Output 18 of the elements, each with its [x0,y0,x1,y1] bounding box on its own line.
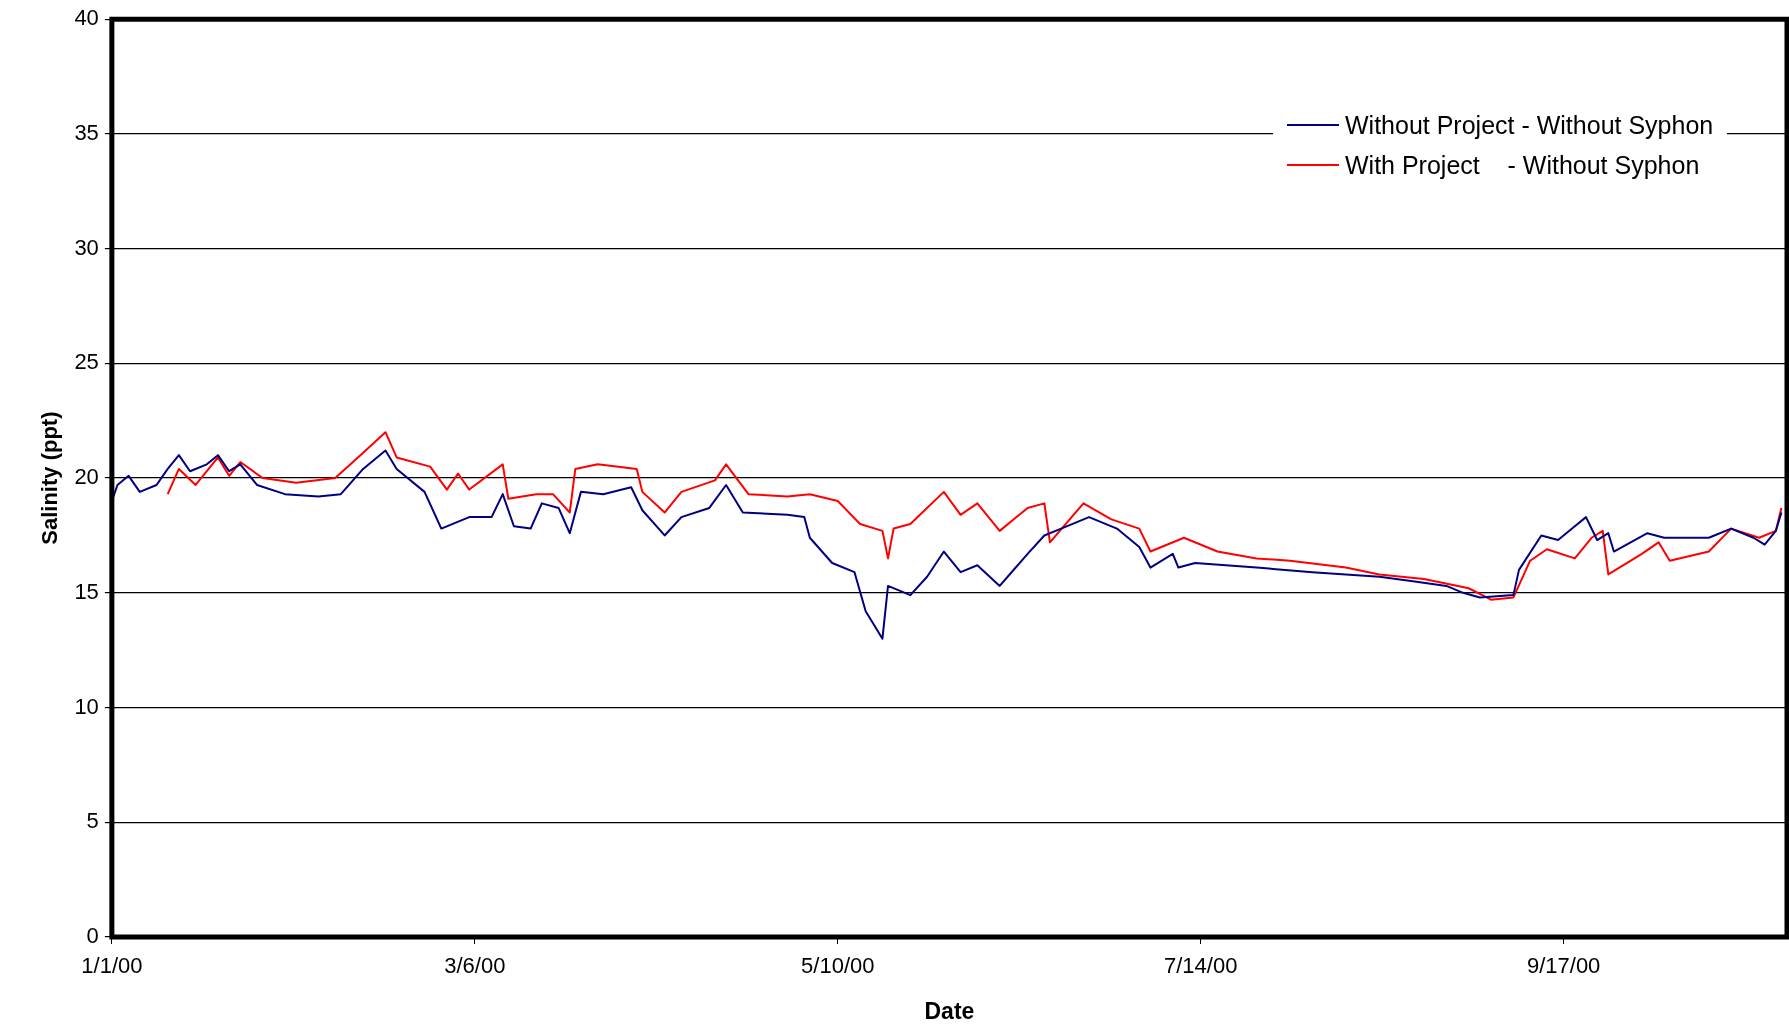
y-tick-label: 25 [74,349,99,375]
y-tick-label: 35 [74,119,99,145]
y-axis-title: Salinity (ppt) [37,411,63,545]
y-tick-label: 15 [74,578,99,604]
y-tick-label: 30 [74,234,99,260]
x-tick-label: 7/14/00 [1164,953,1238,979]
y-tick-label: 40 [74,5,99,31]
x-tick-label: 5/10/00 [801,953,875,979]
x-tick-label: 3/6/00 [444,953,506,979]
x-tick-label: 9/17/00 [1526,953,1601,979]
y-tick-label: 0 [86,923,99,949]
y-tick-label: 20 [74,464,99,490]
y-tick-label: 10 [74,693,99,719]
x-axis-title: Date [924,997,975,1024]
x-tick-label: 1/1/00 [81,953,143,979]
legend-label: With Project - Without Syphon [1345,150,1700,182]
y-tick-label: 5 [86,808,99,834]
legend-label: Without Project - Without Syphon [1345,110,1714,142]
